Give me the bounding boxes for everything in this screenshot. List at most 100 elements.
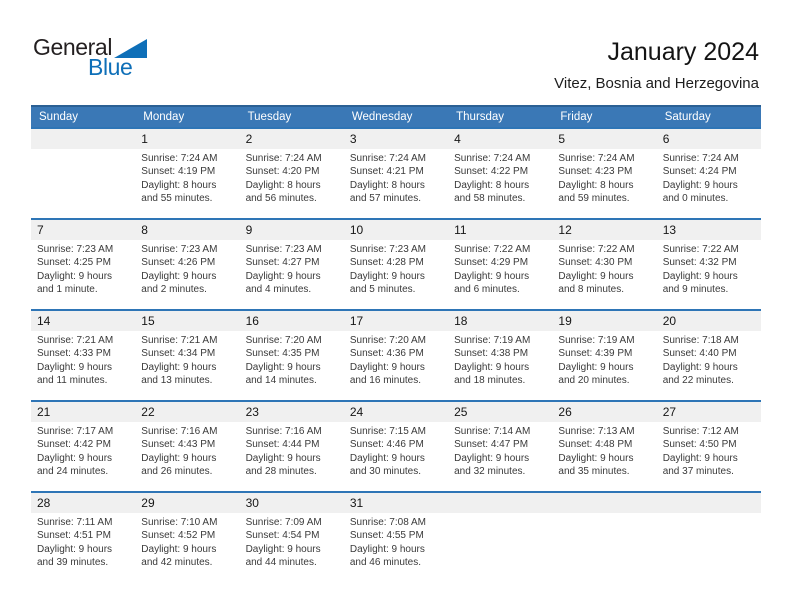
daylight-text-line2: and 16 minutes. [349,375,422,387]
day-number: 24 [343,402,449,422]
daylight-text-line1: Daylight: 9 hours [141,543,217,555]
sunset-text: Sunset: 4:36 PM [349,348,424,360]
daylight-text-line1: Daylight: 9 hours [245,270,321,282]
day-number: 4 [448,129,553,149]
sunrise-text: Sunrise: 7:13 AM [558,426,635,437]
day-cell-30: 30 Sunrise: 7:09 AM Sunset: 4:54 PM Dayligh… [239,493,344,582]
day-number: 23 [239,402,344,422]
sunset-text: Sunset: 4:21 PM [349,166,424,178]
day-details: Sunrise: 7:13 AM Sunset: 4:48 PM Daylight:… [552,422,656,479]
sunrise-text: Sunrise: 7:08 AM [349,517,426,528]
day-details: Sunrise: 7:12 AM Sunset: 4:50 PM Daylight:… [657,422,761,479]
sunrise-text: Sunrise: 7:22 AM [558,244,635,255]
sunset-text: Sunset: 4:30 PM [558,257,633,269]
day-number: 30 [239,493,344,513]
day-header-sunday: Sunday [39,111,79,123]
daylight-text-line1: Daylight: 8 hours [454,179,530,191]
daylight-text-line2: and 46 minutes. [349,557,422,569]
day-cell-19: 19 Sunrise: 7:19 AM Sunset: 4:39 PM Dayligh… [552,311,657,400]
day-number: 31 [343,493,449,513]
daylight-text-line2: and 22 minutes. [662,375,734,387]
daylight-text-line2: and 32 minutes. [454,466,526,478]
week-row: 1 Sunrise: 7:24 AM Sunset: 4:19 PM Daylight… [31,127,761,218]
day-cell-26: 26 Sunrise: 7:13 AM Sunset: 4:48 PM Dayligh… [552,402,657,491]
daylight-text-line2: and 57 minutes. [349,193,422,205]
day-number: 17 [343,311,449,331]
sunrise-text: Sunrise: 7:23 AM [349,244,426,255]
day-number: 21 [31,402,136,422]
sunrise-text: Sunrise: 7:09 AM [245,517,322,528]
sunrise-text: Sunrise: 7:19 AM [454,335,531,346]
day-details: Sunrise: 7:24 AM Sunset: 4:22 PM Daylight:… [448,149,552,206]
day-details: Sunrise: 7:23 AM Sunset: 4:26 PM Daylight:… [135,240,239,297]
weeks-container: 1 Sunrise: 7:24 AM Sunset: 4:19 PM Daylight… [31,127,761,582]
daylight-text-line1: Daylight: 9 hours [141,452,217,464]
sunset-text: Sunset: 4:44 PM [245,439,320,451]
day-cell-6: 6 Sunrise: 7:24 AM Sunset: 4:24 PM Daylight… [656,129,761,218]
day-cell-18: 18 Sunrise: 7:19 AM Sunset: 4:38 PM Dayligh… [448,311,553,400]
daylight-text-line1: Daylight: 9 hours [141,361,217,373]
day-number: 7 [31,220,136,240]
day-cell-16: 16 Sunrise: 7:20 AM Sunset: 4:35 PM Dayligh… [239,311,344,400]
daylight-text-line2: and 0 minutes. [662,193,729,205]
sunset-text: Sunset: 4:25 PM [37,257,111,269]
day-cell-22: 22 Sunrise: 7:16 AM Sunset: 4:43 PM Dayligh… [135,402,240,491]
logo-text-general: General [33,34,113,60]
day-header-row: Sunday Monday Tuesday Wednesday Thursday Frid… [31,105,761,127]
day-number: 29 [135,493,240,513]
sunrise-text: Sunrise: 7:18 AM [662,335,739,346]
daylight-text-line1: Daylight: 9 hours [245,452,321,464]
day-cell-empty [448,493,553,582]
daylight-text-line2: and 20 minutes. [558,375,630,387]
sunset-text: Sunset: 4:43 PM [141,439,216,451]
daylight-text-line2: and 39 minutes. [37,557,109,569]
day-cell-5: 5 Sunrise: 7:24 AM Sunset: 4:23 PM Daylight… [552,129,657,218]
day-cell-15: 15 Sunrise: 7:21 AM Sunset: 4:34 PM Dayligh… [135,311,240,400]
day-cell-14: 14 Sunrise: 7:21 AM Sunset: 4:33 PM Dayligh… [31,311,136,400]
sunset-text: Sunset: 4:28 PM [349,257,424,269]
daylight-text-line2: and 26 minutes. [141,466,213,478]
day-number: 22 [135,402,240,422]
daylight-text-line2: and 4 minutes. [245,284,312,296]
sunset-text: Sunset: 4:51 PM [37,530,111,542]
day-cell-21: 21 Sunrise: 7:17 AM Sunset: 4:42 PM Dayligh… [31,402,136,491]
month-title: January 2024 [607,38,759,66]
daylight-text-line1: Daylight: 9 hours [245,361,321,373]
daylight-text-line2: and 28 minutes. [245,466,317,478]
day-details: Sunrise: 7:20 AM Sunset: 4:35 PM Daylight:… [240,331,344,388]
sunrise-text: Sunrise: 7:20 AM [245,335,322,346]
day-number: 18 [448,311,553,331]
day-details: Sunrise: 7:24 AM Sunset: 4:23 PM Daylight:… [552,149,656,206]
sunset-text: Sunset: 4:34 PM [141,348,216,360]
day-details: Sunrise: 7:20 AM Sunset: 4:36 PM Daylight:… [344,331,448,388]
daylight-text-line2: and 30 minutes. [349,466,422,478]
day-details: Sunrise: 7:22 AM Sunset: 4:32 PM Daylight:… [657,240,761,297]
sunset-text: Sunset: 4:46 PM [349,439,424,451]
sunrise-text: Sunrise: 7:24 AM [349,153,426,164]
daylight-text-line2: and 9 minutes. [662,284,729,296]
daylight-text-line1: Daylight: 9 hours [558,452,634,464]
daylight-text-line2: and 56 minutes. [245,193,317,205]
day-details: Sunrise: 7:16 AM Sunset: 4:44 PM Daylight:… [240,422,344,479]
day-number: 27 [656,402,761,422]
sunrise-text: Sunrise: 7:22 AM [662,244,739,255]
day-details: Sunrise: 7:10 AM Sunset: 4:52 PM Daylight:… [135,513,239,570]
daylight-text-line1: Daylight: 9 hours [349,361,425,373]
day-details: Sunrise: 7:22 AM Sunset: 4:30 PM Daylight:… [552,240,656,297]
day-details: Sunrise: 7:23 AM Sunset: 4:28 PM Daylight:… [344,240,448,297]
day-cell-7: 7 Sunrise: 7:23 AM Sunset: 4:25 PM Daylight… [31,220,136,309]
day-details: Sunrise: 7:08 AM Sunset: 4:55 PM Daylight:… [344,513,448,570]
day-number: 16 [239,311,344,331]
week-row: 14 Sunrise: 7:21 AM Sunset: 4:33 PM Dayligh… [31,309,761,400]
daylight-text-line1: Daylight: 9 hours [141,270,217,282]
sunrise-text: Sunrise: 7:24 AM [141,153,218,164]
day-details: Sunrise: 7:24 AM Sunset: 4:24 PM Daylight:… [657,149,761,206]
day-cell-9: 9 Sunrise: 7:23 AM Sunset: 4:27 PM Daylight… [239,220,344,309]
sunset-text: Sunset: 4:23 PM [558,166,633,178]
day-details: Sunrise: 7:09 AM Sunset: 4:54 PM Daylight:… [240,513,344,570]
daylight-text-line2: and 18 minutes. [454,375,526,387]
sunrise-text: Sunrise: 7:15 AM [349,426,426,437]
title-block: January 2024 Vitez, Bosnia and Herzegovi… [554,38,759,92]
daylight-text-line1: Daylight: 9 hours [349,270,425,282]
sunset-text: Sunset: 4:47 PM [454,439,529,451]
